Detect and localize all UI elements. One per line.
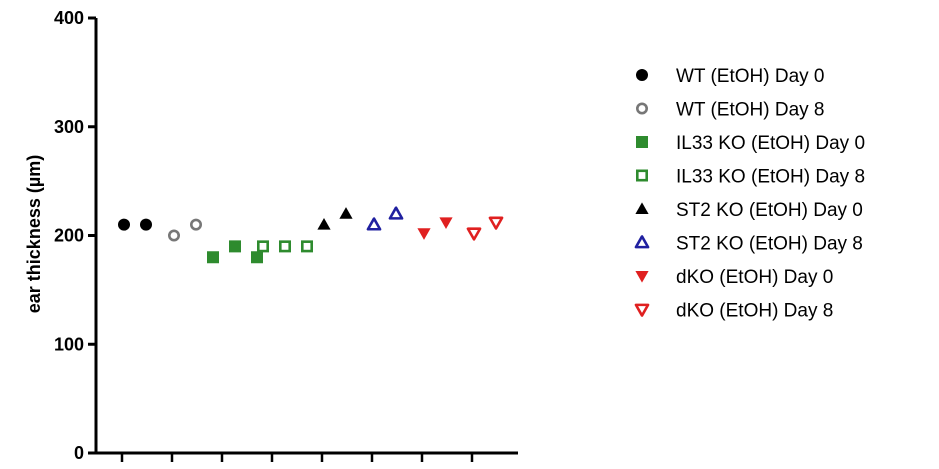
legend-label: ST2 KO (EtOH) Day 8 (676, 234, 863, 255)
legend-label: IL33 KO (EtOH) Day 0 (676, 133, 865, 154)
legend-item: IL33 KO (EtOH) Day 0 (636, 133, 865, 154)
data-point (388, 206, 404, 220)
legend-marker (635, 202, 649, 215)
legend-marker (635, 270, 649, 283)
legend-item: ST2 KO (EtOH) Day 0 (635, 200, 863, 221)
data-point (417, 228, 431, 240)
data-point (439, 217, 453, 230)
legend-label: WT (EtOH) Day 8 (676, 100, 825, 121)
data-point (278, 240, 291, 253)
legend-item: IL33 KO (EtOH) Day 8 (635, 167, 865, 188)
data-point (251, 251, 263, 264)
data-point (207, 251, 219, 264)
legend-item: dKO (EtOH) Day 0 (635, 267, 833, 288)
legend-item: WT (EtOH) Day 0 (636, 66, 825, 87)
data-point (168, 229, 181, 242)
legend-label: IL33 KO (EtOH) Day 8 (676, 167, 865, 188)
data-point (229, 240, 241, 253)
legend-marker (635, 169, 648, 182)
data-point (317, 218, 331, 230)
legend-item: WT (EtOH) Day 8 (635, 100, 825, 121)
legend-marker (634, 235, 650, 249)
y-tick-label: 300 (54, 117, 84, 137)
legend-marker (636, 69, 648, 81)
axes: 0 100 200 300 400 (54, 8, 518, 463)
data-point (118, 218, 130, 231)
legend-label: ST2 KO (EtOH) Day 0 (676, 200, 863, 221)
data-point (140, 218, 152, 231)
data-point (488, 216, 504, 230)
legend-label: dKO (EtOH) Day 8 (676, 301, 833, 322)
y-axis-title: ear thickness (µm) (24, 155, 44, 313)
legend-marker (635, 102, 648, 115)
y-tick-label: 100 (54, 334, 84, 354)
y-tick-label: 400 (54, 8, 84, 28)
data-point (190, 218, 203, 231)
legend-label: WT (EtOH) Day 0 (676, 66, 825, 87)
data-point (256, 240, 269, 253)
legend-item: dKO (EtOH) Day 8 (634, 301, 833, 322)
legend-marker (634, 303, 650, 317)
y-tick-label: 0 (74, 443, 84, 463)
legend-label: dKO (EtOH) Day 0 (676, 267, 833, 288)
data-point (300, 240, 313, 253)
data-point (466, 227, 482, 241)
legend-item: ST2 KO (EtOH) Day 8 (634, 234, 863, 255)
data-point (339, 207, 353, 219)
y-tick-label: 200 (54, 226, 84, 246)
data-point (366, 217, 382, 231)
legend: WT (EtOH) Day 0 WT (EtOH) Day 8 IL33 KO (E… (634, 66, 865, 322)
data-points (118, 206, 504, 264)
legend-marker (636, 136, 648, 148)
